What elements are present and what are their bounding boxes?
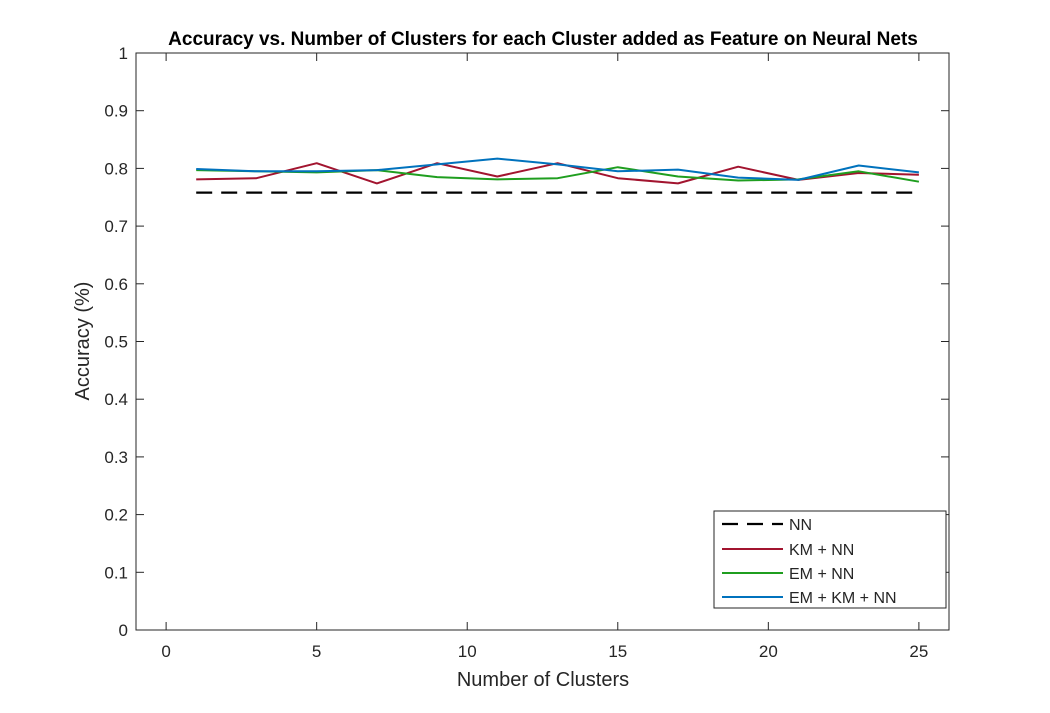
y-tick-label: 0.8: [104, 159, 128, 178]
y-tick-label: 0.2: [104, 506, 128, 525]
legend: NN KM + NN EM + NN EM + KM + NN: [713, 510, 947, 609]
x-tick-label: 5: [312, 642, 321, 661]
legend-label: KM + NN: [789, 542, 854, 559]
x-tick-label: 25: [909, 642, 928, 661]
y-tick-label: 0: [119, 621, 128, 640]
legend-box: [713, 510, 947, 609]
x-tick-label: 20: [759, 642, 778, 661]
x-tick-label: 0: [161, 642, 170, 661]
y-tick-label: 0.9: [104, 102, 128, 121]
y-tick-label: 0.7: [104, 217, 128, 236]
legend-label: EM + KM + NN: [789, 590, 897, 607]
chart-title: Accuracy vs. Number of Clusters for each…: [168, 29, 918, 50]
x-tick-label: 15: [608, 642, 627, 661]
y-axis-label: Accuracy (%): [72, 282, 94, 401]
y-tick-label: 0.5: [104, 333, 128, 352]
y-tick-label: 0.3: [104, 448, 128, 467]
series-lines: [196, 157, 920, 194]
x-axis-label: Number of Clusters: [457, 669, 629, 691]
y-tick-label: 0.1: [104, 563, 128, 582]
y-tick-label: 0.4: [104, 390, 128, 409]
legend-label: NN: [789, 517, 812, 534]
x-tick-label: 10: [458, 642, 477, 661]
y-tick-label: 1: [119, 44, 128, 63]
y-tick-label: 0.6: [104, 275, 128, 294]
axis-ticks: 0 5 10 15 20 25 0 0.1 0.2 0.3 0.4 0.5 0.6 0.7 0.8 0.9 1: [104, 44, 949, 661]
legend-label: EM + NN: [789, 566, 854, 583]
series-line-em-km-nn: [196, 157, 920, 181]
